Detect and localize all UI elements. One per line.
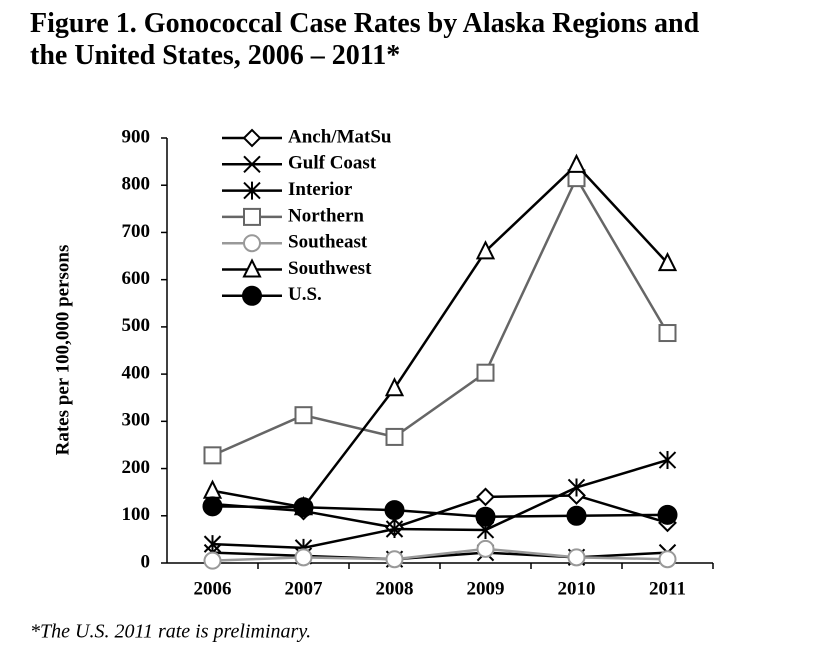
- footnote: *The U.S. 2011 rate is preliminary.: [30, 621, 311, 643]
- marker: [203, 446, 222, 465]
- marker: [475, 240, 496, 260]
- marker: [657, 504, 678, 525]
- y-axis-label: Rates per 100,000 persons: [52, 245, 73, 456]
- marker: [384, 500, 405, 521]
- marker: [657, 251, 678, 272]
- marker: [476, 487, 495, 507]
- x-tick-label: 2008: [376, 578, 414, 599]
- legend-label: Southwest: [288, 258, 372, 279]
- y-tick-label: 800: [122, 174, 151, 195]
- marker: [294, 548, 313, 567]
- legend-label: U.S.: [288, 284, 322, 305]
- series-line: [212, 494, 668, 529]
- y-tick-label: 400: [122, 362, 151, 383]
- y-tick-label: 300: [122, 410, 151, 431]
- marker: [566, 153, 587, 173]
- marker: [242, 128, 262, 148]
- marker: [243, 181, 261, 200]
- x-tick-label: 2007: [285, 578, 324, 599]
- marker: [385, 520, 404, 538]
- chart-title: Figure 1. Gonococcal Case Rates by Alask…: [30, 8, 700, 71]
- marker: [476, 539, 495, 558]
- marker: [203, 535, 222, 554]
- legend-label: Gulf Coast: [288, 153, 377, 174]
- y-tick-label: 600: [122, 268, 151, 289]
- legend-label: Northern: [288, 205, 364, 226]
- legend-label: Anch/MatSu: [288, 126, 392, 147]
- marker: [243, 234, 261, 253]
- series-line: [212, 458, 668, 550]
- marker: [476, 363, 495, 382]
- marker: [384, 377, 405, 397]
- x-tick-label: 2010: [558, 578, 596, 599]
- marker: [202, 479, 223, 499]
- marker: [294, 406, 313, 425]
- y-tick-label: 500: [122, 315, 151, 336]
- marker: [658, 550, 677, 569]
- y-tick-label: 100: [122, 504, 151, 525]
- y-tick-label: 200: [122, 457, 151, 478]
- series-line: [212, 505, 668, 518]
- marker: [243, 207, 261, 226]
- series-line: [211, 175, 669, 457]
- x-tick-label: 2011: [649, 578, 686, 599]
- y-tick-label: 0: [141, 551, 151, 572]
- marker: [203, 551, 222, 570]
- legend-label: Southeast: [288, 232, 368, 253]
- series-line: [212, 547, 668, 562]
- marker: [567, 548, 586, 567]
- marker: [658, 324, 677, 343]
- marker: [385, 427, 404, 446]
- y-tick-label: 700: [122, 221, 151, 242]
- marker: [566, 505, 587, 526]
- marker: [658, 451, 677, 470]
- y-tick-label: 900: [122, 126, 151, 147]
- legend-label: Interior: [288, 179, 353, 200]
- marker: [385, 550, 404, 569]
- marker: [202, 496, 223, 517]
- series-line: [212, 163, 669, 509]
- marker: [242, 285, 262, 306]
- marker: [567, 478, 586, 497]
- x-tick-label: 2009: [467, 578, 505, 599]
- marker: [243, 155, 261, 174]
- marker: [475, 506, 496, 527]
- marker: [242, 258, 262, 278]
- marker: [293, 497, 314, 518]
- x-tick-label: 2006: [194, 578, 232, 599]
